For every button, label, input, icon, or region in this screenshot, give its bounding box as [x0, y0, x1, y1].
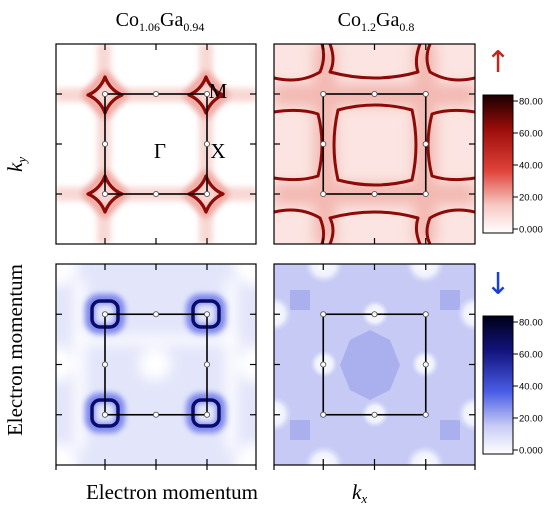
- colorbar-spin-down: 80.00 60.00 40.00 20.00 0.000: [482, 315, 543, 457]
- colorbar-tick-label: 20.00: [519, 193, 543, 204]
- high-symmetry-dot: [203, 361, 211, 368]
- high-symmetry-dot: [320, 90, 327, 98]
- high-symmetry-dot: [203, 190, 211, 198]
- high-symmetry-dot: [203, 311, 211, 318]
- heatmap-spin-down-co12: [274, 264, 475, 465]
- heatmap-spin-up-co12: [274, 44, 475, 244]
- high-symmetry-dot: [320, 411, 327, 418]
- brillouin-zones: [101, 90, 429, 418]
- y-axis-label: Electron momentum: [3, 264, 27, 436]
- high-symmetry-dot: [422, 90, 429, 98]
- panel-frames: [55, 43, 476, 470]
- x-axis-label: Electron momentum: [86, 480, 258, 504]
- high-symmetry-dot: [422, 140, 429, 148]
- colorbar-tick-label: 80.00: [519, 97, 543, 108]
- colorbar-tick-label: 40.00: [519, 382, 543, 393]
- colorbar-tick-label: 20.00: [519, 414, 543, 425]
- high-symmetry-dot: [422, 361, 429, 368]
- high-symmetry-dot: [101, 90, 109, 98]
- column-title-1: Co1.06Ga0.94: [116, 9, 205, 34]
- colorbar-spin-up: 80.00 60.00 40.00 20.00 0.000: [482, 94, 543, 236]
- label-x-point: X: [210, 139, 225, 163]
- high-symmetry-dot: [422, 190, 429, 198]
- high-symmetry-dot: [371, 311, 378, 318]
- high-symmetry-dot: [101, 311, 109, 318]
- high-symmetry-dot: [320, 361, 327, 368]
- heatmap-spin-down-co106: [56, 264, 256, 465]
- colorbar-tick-label: 0.000: [519, 446, 543, 457]
- colorbar-tick-label: 80.00: [519, 318, 543, 329]
- high-symmetry-dot: [101, 140, 109, 148]
- spin-up-arrow: ↑: [485, 45, 510, 80]
- high-symmetry-dot: [203, 411, 211, 418]
- colorbar-tick-label: 60.00: [519, 350, 543, 361]
- high-symmetry-dot: [422, 311, 429, 318]
- high-symmetry-dot: [371, 411, 378, 418]
- spin-down-arrow: ↓: [485, 267, 510, 302]
- high-symmetry-dot: [203, 90, 211, 98]
- label-gamma: Γ: [154, 139, 166, 163]
- high-symmetry-dot: [320, 140, 327, 148]
- high-symmetry-dot: [371, 90, 378, 98]
- high-symmetry-dot: [320, 190, 327, 198]
- high-symmetry-dot: [203, 140, 211, 148]
- high-symmetry-dot: [320, 311, 327, 318]
- high-symmetry-dot: [152, 311, 160, 318]
- high-symmetry-dot: [101, 190, 109, 198]
- label-m-point: M: [209, 79, 228, 103]
- heatmap-spin-up-co106: [56, 44, 256, 244]
- y-axis-variable: ky: [3, 157, 29, 172]
- high-symmetry-dot: [152, 411, 160, 418]
- high-symmetry-dot: [371, 190, 378, 198]
- high-symmetry-dot: [101, 411, 109, 418]
- x-axis-variable: kx: [352, 480, 367, 506]
- high-symmetry-dot: [152, 90, 160, 98]
- colorbar-tick-label: 0.000: [519, 225, 543, 236]
- high-symmetry-dot: [422, 411, 429, 418]
- column-title-2: Co1.2Ga0.8: [338, 9, 415, 34]
- high-symmetry-dot: [101, 361, 109, 368]
- colorbar-tick-label: 40.00: [519, 161, 543, 172]
- colorbar-tick-label: 60.00: [519, 129, 543, 140]
- high-symmetry-dot: [152, 190, 160, 198]
